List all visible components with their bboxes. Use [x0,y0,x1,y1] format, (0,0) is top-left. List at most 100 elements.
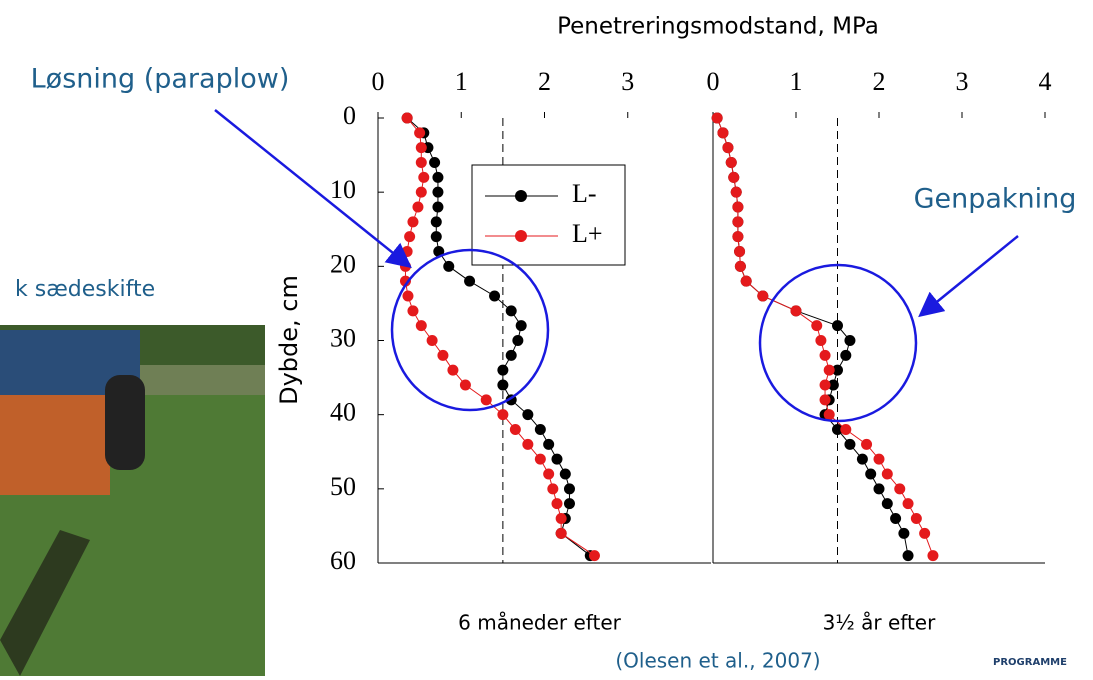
data-point [873,483,885,495]
data-point [734,246,746,257]
data-point [534,424,546,435]
data-point [840,424,852,435]
data-point [861,438,873,450]
data-point [512,335,524,346]
data-point [415,186,427,198]
y-axis-title: Dybde, cm [275,275,303,405]
annotation: k sædeskifte [15,277,155,302]
data-point [412,201,424,213]
data-point [402,290,414,302]
y-tick-label: 50 [330,472,356,501]
data-point [722,142,734,154]
data-point [732,216,744,228]
data-point [404,231,416,243]
data-point [432,171,444,183]
x-tick-label: 4 [1039,67,1052,96]
data-point [437,349,449,361]
data-point [418,171,430,183]
panel-caption: 3½ år efter [823,611,936,635]
data-point [730,186,742,198]
data-point [711,112,723,124]
x-tick-label: 0 [372,67,385,96]
panel-caption: 6 måneder efter [458,611,622,635]
legend-label: L- [572,179,597,208]
data-point [429,157,441,168]
data-point [910,513,922,524]
data-point [497,364,509,376]
data-point [401,246,413,257]
photo [0,325,265,676]
data-point [840,349,852,361]
arrow [214,109,412,269]
data-point [480,394,492,406]
data-point [407,216,419,228]
y-tick-label: 0 [343,101,356,130]
data-point [827,379,839,391]
data-point [865,468,877,480]
x-tick-label: 3 [956,67,969,96]
data-point [555,513,567,524]
data-point [927,550,939,562]
data-point [856,453,868,465]
data-point [815,335,827,346]
data-point [547,483,559,495]
x-tick-label: 1 [790,67,803,96]
data-point [543,468,555,480]
legend-marker [515,230,527,242]
data-point [832,364,843,376]
data-point [432,186,444,198]
logo-text: PROGRAMME [993,657,1067,668]
data-point [430,231,442,243]
data-point [399,275,411,287]
data-point [522,409,534,421]
data-point [543,438,555,450]
data-point [902,550,914,562]
data-point [819,394,831,406]
legend-box [471,164,626,266]
data-point [447,364,459,376]
data-point [407,305,419,317]
data-point [757,290,769,302]
data-point [898,527,910,539]
data-point [588,550,600,562]
data-point [497,379,509,391]
y-tick-label: 20 [330,249,356,278]
x-tick-label: 0 [707,67,720,96]
arrow [918,235,1019,318]
data-point [430,216,442,228]
data-point [881,498,893,510]
data-point [414,127,426,139]
data-point [551,498,563,510]
data-point [732,231,744,243]
data-point [844,438,856,450]
data-point [790,305,802,317]
data-point [559,468,571,480]
data-point [426,335,438,346]
data-point [464,275,476,287]
data-point [873,453,885,465]
data-point [902,498,914,510]
data-point [732,201,744,213]
x-tick-label: 2 [538,67,551,96]
x-tick-label: 1 [455,67,468,96]
data-point [459,379,471,391]
data-point [740,275,752,287]
x-tick-label: 2 [873,67,886,96]
y-tick-label: 10 [330,175,356,204]
data-point [563,498,575,510]
data-point [432,201,444,213]
highlight-circle [758,263,918,423]
legend-marker [515,190,527,202]
y-tick-label: 30 [330,323,356,352]
citation: (Olesen et al., 2007) [615,649,820,673]
legend-label: L+ [572,219,603,248]
data-point [415,142,427,154]
data-point [401,112,413,124]
data-point [894,483,906,495]
data-point [725,157,737,168]
data-point [811,320,823,332]
y-tick-label: 40 [330,398,356,427]
data-point [505,305,517,317]
data-point [728,171,740,183]
